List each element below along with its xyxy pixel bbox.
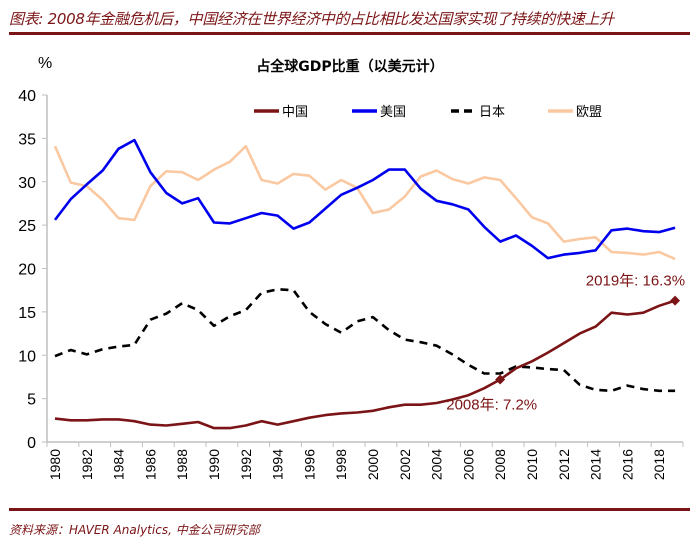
legend-label: 日本 [479, 105, 505, 120]
y-tick-label: 20 [18, 262, 36, 279]
x-tick-label: 1998 [333, 449, 349, 480]
annotation-marker [670, 295, 681, 306]
series-line-0 [54, 299, 676, 430]
x-tick-label: 1986 [142, 449, 158, 480]
y-tick-label: 25 [18, 218, 36, 235]
y-tick-label: 5 [27, 392, 36, 409]
annotations: 2008年: 7.2% 2019年: 16.3% [446, 273, 685, 414]
x-tick-label: 2012 [556, 449, 572, 480]
legend: 中国 美国 日本 欧盟 [254, 105, 602, 120]
y-tick-label: 40 [18, 88, 36, 105]
x-tick-label: 2002 [397, 449, 413, 480]
legend-label: 中国 [282, 105, 308, 120]
x-tick-label: 2008 [492, 449, 508, 480]
x-tick-label: 2018 [651, 449, 667, 480]
x-tick-label: 2000 [365, 449, 381, 480]
x-tick-label: 1996 [301, 449, 317, 480]
x-tick-label: 2014 [588, 449, 604, 480]
annotation-marker [495, 374, 506, 385]
axes: 0 5 10 15 20 25 30 35 40 1980 1982 1984 1986 1988 1990… [18, 88, 684, 480]
y-tick-label: 35 [18, 131, 36, 148]
x-tick-label: 2006 [460, 449, 476, 480]
y-tick-label: 15 [18, 305, 36, 322]
x-tick-label: 1994 [270, 449, 286, 480]
x-tick-label: 1982 [79, 449, 95, 480]
y-tick-label: 0 [27, 435, 36, 452]
figure-title: 图表: 2008年金融危机后，中国经济在世界经济中的占比相比发达国家实现了持续的… [9, 10, 614, 28]
bottom-rule [9, 508, 690, 511]
x-tick-label: 1992 [238, 449, 254, 480]
series-line-3 [53, 144, 676, 261]
x-tick-label: 2004 [429, 449, 445, 480]
series-layer [53, 138, 676, 430]
legend-label: 欧盟 [576, 105, 602, 120]
x-tick-label: 1990 [206, 449, 222, 480]
series-line-1 [53, 138, 676, 260]
annotation-label: 2019年: 16.3% [586, 273, 685, 290]
chart-title: 占全球GDP比重（以美元计） [256, 58, 443, 75]
y-tick-label: 30 [18, 175, 36, 192]
annotation-label: 2008年: 7.2% [446, 397, 537, 414]
series-line-2 [54, 287, 676, 393]
legend-label: 美国 [380, 105, 406, 120]
y-tick-label: 10 [18, 348, 36, 365]
top-rule [9, 32, 690, 35]
x-tick-label: 2016 [619, 449, 635, 480]
y-axis-unit: % [38, 55, 52, 72]
x-tick-label: 1984 [111, 449, 127, 480]
x-tick-label: 1980 [47, 449, 63, 480]
source-note: 资料来源：HAVER Analytics, 中金公司研究部 [9, 523, 260, 537]
x-tick-label: 1988 [174, 449, 190, 480]
x-tick-label: 2010 [524, 449, 540, 480]
